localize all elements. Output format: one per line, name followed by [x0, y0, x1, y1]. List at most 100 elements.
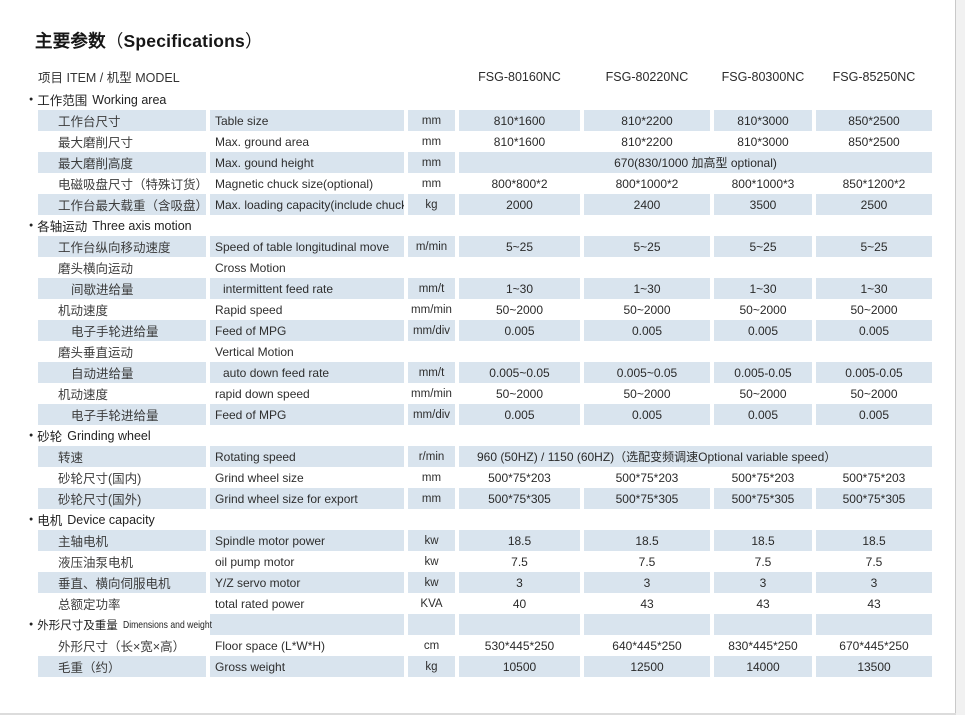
unit-cell: kw	[408, 530, 455, 551]
value-cell: 50~2000	[739, 386, 787, 401]
spec-row: 最大磨削高度 Max. gound height mm 670(830/1000 加高…	[38, 152, 932, 173]
section-filler-cell	[816, 614, 932, 635]
value-cell: 0.005	[459, 404, 580, 425]
value-cell: 3	[459, 572, 580, 593]
value-cell: 500*75*305	[816, 488, 932, 509]
title-paren-close: ）	[244, 31, 263, 51]
value-cell: 500*75*305	[584, 488, 710, 509]
item-name-en-cell: Floor space (L*W*H)	[215, 638, 326, 653]
unit-cell	[408, 257, 455, 278]
item-name-en-cell: rapid down speed	[215, 386, 310, 401]
value-cell: 0.005-0.05	[714, 362, 812, 383]
item-name-zh-cell: 液压油泵电机	[58, 556, 134, 570]
model-header-4: FSG-85250NC	[832, 69, 916, 84]
unit-cell: mm/min	[411, 303, 452, 316]
unit-cell: mm	[408, 488, 455, 509]
value-cell: 800*1000*3	[731, 176, 795, 191]
spec-row: 工作台尺寸 Table size mm 810*1600 810*2200 810*300…	[38, 110, 932, 131]
value-cell: 5~25	[714, 236, 812, 257]
item-name-zh-cell: 主轴电机	[38, 530, 206, 551]
page-title: 主要参数（Specifications）	[35, 28, 263, 53]
spec-row: 砂轮尺寸(国外) Grind wheel size for export mm 500…	[38, 488, 932, 509]
value-cell: 2000	[459, 194, 580, 215]
value-cell: 500*75*203	[615, 470, 679, 485]
table-header-row: 项目 ITEM / 机型 MODEL FSG-80160NC FSG-80220…	[38, 64, 932, 89]
value-cell: 12500	[584, 656, 710, 677]
unit-cell	[408, 341, 455, 362]
section-label: 工作范围 Working area	[29, 89, 455, 110]
value-cell: 50~2000	[623, 386, 671, 401]
item-name-en-cell: Grind wheel size for export	[210, 488, 404, 509]
section-filler-cell	[210, 614, 404, 635]
value-cell: 0.005~0.05	[459, 362, 580, 383]
item-name-zh-cell: 自动进给量	[38, 362, 206, 383]
value-cell: 1~30	[714, 278, 812, 299]
value-cell: 670*445*250	[839, 638, 909, 653]
unit-cell: mm	[421, 177, 442, 190]
spec-row: 机动速度 Rapid speed mm/min 50~2000 50~2000 50~20…	[38, 299, 932, 320]
item-name-en-cell: total rated power	[215, 596, 305, 611]
item-name-en-cell: Rapid speed	[215, 302, 283, 317]
item-name-zh-cell: 机动速度	[58, 388, 109, 402]
section-label-en: Three axis motion	[92, 218, 192, 233]
spec-row: 机动速度 rapid down speed mm/min 50~2000 50~2000…	[38, 383, 932, 404]
value-cell: 7.5	[511, 554, 528, 569]
item-name-zh-cell: 电磁吸盘尺寸（特殊订货）	[58, 178, 206, 192]
spec-row: 电子手轮进给量 Feed of MPG mm/div 0.005 0.005 0.005 0…	[38, 404, 932, 425]
item-name-en-cell: auto down feed rate	[210, 362, 404, 383]
section-label-en: Grinding wheel	[67, 428, 151, 443]
section-label-zh: 砂轮	[37, 430, 63, 444]
section-filler-cell	[408, 614, 455, 635]
page-title-zh: 主要参数	[35, 31, 106, 51]
span-value-cell: 960 (50HZ) / 1150 (60HZ)（选配变频调速Optional …	[459, 446, 932, 467]
spec-row: 磨头垂直运动 Vertical Motion	[38, 341, 932, 362]
section-label-zh: 工作范围	[37, 94, 88, 108]
value-cell: 830*445*250	[728, 638, 798, 653]
item-name-zh-cell: 工作台最大载重（含吸盘）	[38, 194, 206, 215]
item-name-en-cell: Max. gound height	[210, 152, 404, 173]
item-name-zh-cell: 机动速度	[58, 304, 109, 318]
value-cell: 10500	[459, 656, 580, 677]
model-header-2: FSG-80220NC	[605, 69, 689, 84]
unit-cell: m/min	[408, 236, 455, 257]
spec-row: 电磁吸盘尺寸（特殊订货） Magnetic chuck size(optional…	[38, 173, 932, 194]
value-cell: 0.005	[816, 320, 932, 341]
item-model-header: 项目 ITEM / 机型 MODEL	[38, 71, 180, 85]
value-cell: 850*1200*2	[842, 176, 906, 191]
section-label: 外形尺寸及重量 Dimensions and weight	[29, 614, 212, 635]
spec-row: 外形尺寸（长×宽×高） Floor space (L*W*H) cm 530*445*…	[38, 635, 932, 656]
spec-row: 毛重（约） Gross weight kg 10500 12500 14000 13500	[38, 656, 932, 677]
spec-row: 自动进给量 auto down feed rate mm/t 0.005~0.05 0.…	[38, 362, 932, 383]
page-title-en: Specifications	[123, 31, 245, 51]
value-cell: 50~2000	[495, 302, 544, 317]
value-cell	[459, 341, 580, 362]
value-cell	[714, 341, 812, 362]
value-cell	[714, 257, 812, 278]
value-cell: 14000	[714, 656, 812, 677]
spec-row: 砂轮尺寸(国内) Grind wheel size mm 500*75*203 500*…	[38, 467, 932, 488]
value-cell	[584, 257, 710, 278]
value-cell: 2400	[584, 194, 710, 215]
unit-cell: kw	[424, 555, 439, 568]
section-header-row: 各轴运动 Three axis motion	[37, 215, 932, 236]
value-cell	[584, 341, 710, 362]
item-name-en-cell: Grind wheel size	[215, 470, 304, 485]
value-cell: 5~25	[816, 236, 932, 257]
section-label-zh: 各轴运动	[37, 220, 88, 234]
item-name-zh-cell: 磨头横向运动	[58, 262, 134, 276]
page-bottom-edge	[0, 713, 956, 715]
value-cell: 500*75*305	[714, 488, 812, 509]
value-cell: 43	[867, 596, 881, 611]
value-cell: 18.5	[584, 530, 710, 551]
unit-cell: kg	[408, 656, 455, 677]
value-cell: 40	[512, 596, 527, 611]
item-name-en-cell: intermittent feed rate	[210, 278, 404, 299]
value-cell: 7.5	[865, 554, 883, 569]
value-cell: 50~2000	[495, 386, 544, 401]
value-cell: 18.5	[459, 530, 580, 551]
title-paren-open: （	[105, 31, 124, 51]
unit-cell: KVA	[420, 597, 443, 610]
spec-table: 项目 ITEM / 机型 MODEL FSG-80160NC FSG-80220…	[37, 64, 932, 677]
section-header-row: 外形尺寸及重量 Dimensions and weight	[37, 614, 932, 635]
